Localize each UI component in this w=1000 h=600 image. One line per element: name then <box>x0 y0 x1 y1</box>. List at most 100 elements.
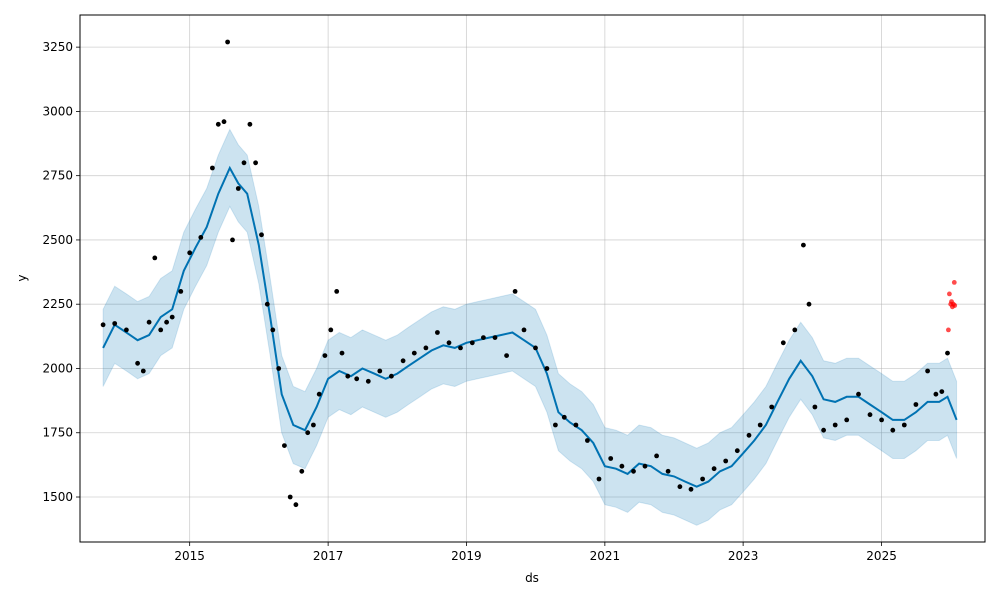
x-axis-ticks: 2015 2017 2019 2021 2023 2025 <box>174 542 897 563</box>
forecast-line <box>102 165 958 488</box>
observed-point <box>198 235 204 240</box>
observed-point <box>345 373 351 379</box>
observed-point <box>377 368 383 374</box>
observed-point <box>901 422 907 428</box>
observed-point <box>215 121 221 127</box>
x-tick-label: 2025 <box>866 549 897 563</box>
observed-point <box>596 476 602 482</box>
observed-point <box>235 186 241 191</box>
observed-point <box>665 468 671 474</box>
y-axis-title: y <box>15 274 29 281</box>
test-points-layer <box>946 280 958 333</box>
observed-point <box>757 422 763 428</box>
observed-point <box>723 458 729 464</box>
test-point <box>946 327 951 333</box>
observed-point <box>140 368 146 374</box>
observed-point <box>411 350 417 356</box>
observed-point <box>806 301 812 307</box>
observed-point <box>913 402 919 407</box>
observed-point <box>210 165 215 171</box>
y-tick-label: 2250 <box>42 297 73 311</box>
observed-point <box>365 378 371 384</box>
observed-point <box>561 414 567 420</box>
observed-point <box>585 438 590 443</box>
observed-point <box>282 443 287 448</box>
x-tick-label: 2017 <box>313 549 344 563</box>
observed-point <box>711 466 717 472</box>
observed-point <box>481 335 486 340</box>
observed-point <box>512 289 518 294</box>
y-axis-ticks: 1500 1750 2000 2250 2500 2750 3000 3250 <box>42 40 80 504</box>
observed-point <box>619 463 625 469</box>
observed-point <box>821 427 826 433</box>
observed-point <box>533 345 538 351</box>
observed-point <box>890 427 896 433</box>
y-tick-label: 3000 <box>42 104 73 118</box>
observed-point <box>158 327 164 333</box>
uncertainty-band-layer <box>102 128 958 526</box>
x-axis-title: ds <box>525 571 539 585</box>
observed-point <box>688 486 694 492</box>
x-tick-label: 2015 <box>174 549 205 563</box>
observed-point <box>812 404 818 410</box>
observed-point <box>700 476 705 482</box>
y-tick-label: 2500 <box>42 233 73 247</box>
observed-point <box>435 330 440 335</box>
y-tick-label: 3250 <box>42 40 73 54</box>
observed-point <box>504 353 509 358</box>
observed-point <box>642 463 648 469</box>
test-point <box>951 280 957 285</box>
observed-point <box>801 242 806 248</box>
observed-point <box>270 327 276 333</box>
observed-point <box>933 391 939 397</box>
observed-point <box>253 160 258 166</box>
test-point <box>947 291 952 297</box>
observed-point <box>734 448 740 454</box>
test-point <box>952 303 958 308</box>
observed-point <box>389 373 394 379</box>
observed-point <box>339 350 345 356</box>
observed-point <box>247 121 253 127</box>
observed-point <box>241 160 247 166</box>
observed-point <box>354 376 360 382</box>
observed-point <box>112 321 118 326</box>
observed-point <box>400 358 406 364</box>
observed-point <box>230 237 235 243</box>
grid-lines <box>80 15 985 542</box>
observed-point <box>458 345 463 351</box>
observed-point <box>178 289 184 294</box>
observed-point <box>867 412 873 418</box>
plot-frame <box>79 14 986 543</box>
observed-point <box>769 404 775 410</box>
observed-point <box>225 39 231 45</box>
observed-point <box>264 301 270 307</box>
observed-point <box>856 391 861 397</box>
observed-point <box>152 255 158 261</box>
observed-point <box>293 502 299 508</box>
observed-point <box>305 430 311 436</box>
observed-point <box>879 417 884 423</box>
observed-point <box>311 422 316 428</box>
observed-point <box>287 494 293 500</box>
observed-point <box>631 468 636 474</box>
observed-point <box>135 360 141 366</box>
observed-point <box>169 314 175 320</box>
observed-point <box>124 327 129 333</box>
observed-point <box>446 340 452 346</box>
observed-point <box>164 319 170 325</box>
observed-point <box>469 340 475 346</box>
observed-points-layer <box>100 39 950 508</box>
observed-point <box>423 345 429 351</box>
y-tick-label: 1750 <box>42 426 73 440</box>
observed-point <box>654 453 659 459</box>
observed-point <box>322 353 328 358</box>
observed-point <box>553 422 558 428</box>
observed-point <box>608 456 614 461</box>
forecast-line-layer <box>102 165 958 488</box>
observed-point <box>573 422 579 428</box>
x-tick-label: 2019 <box>451 549 482 563</box>
observed-point <box>844 417 850 423</box>
observed-point <box>677 484 683 490</box>
